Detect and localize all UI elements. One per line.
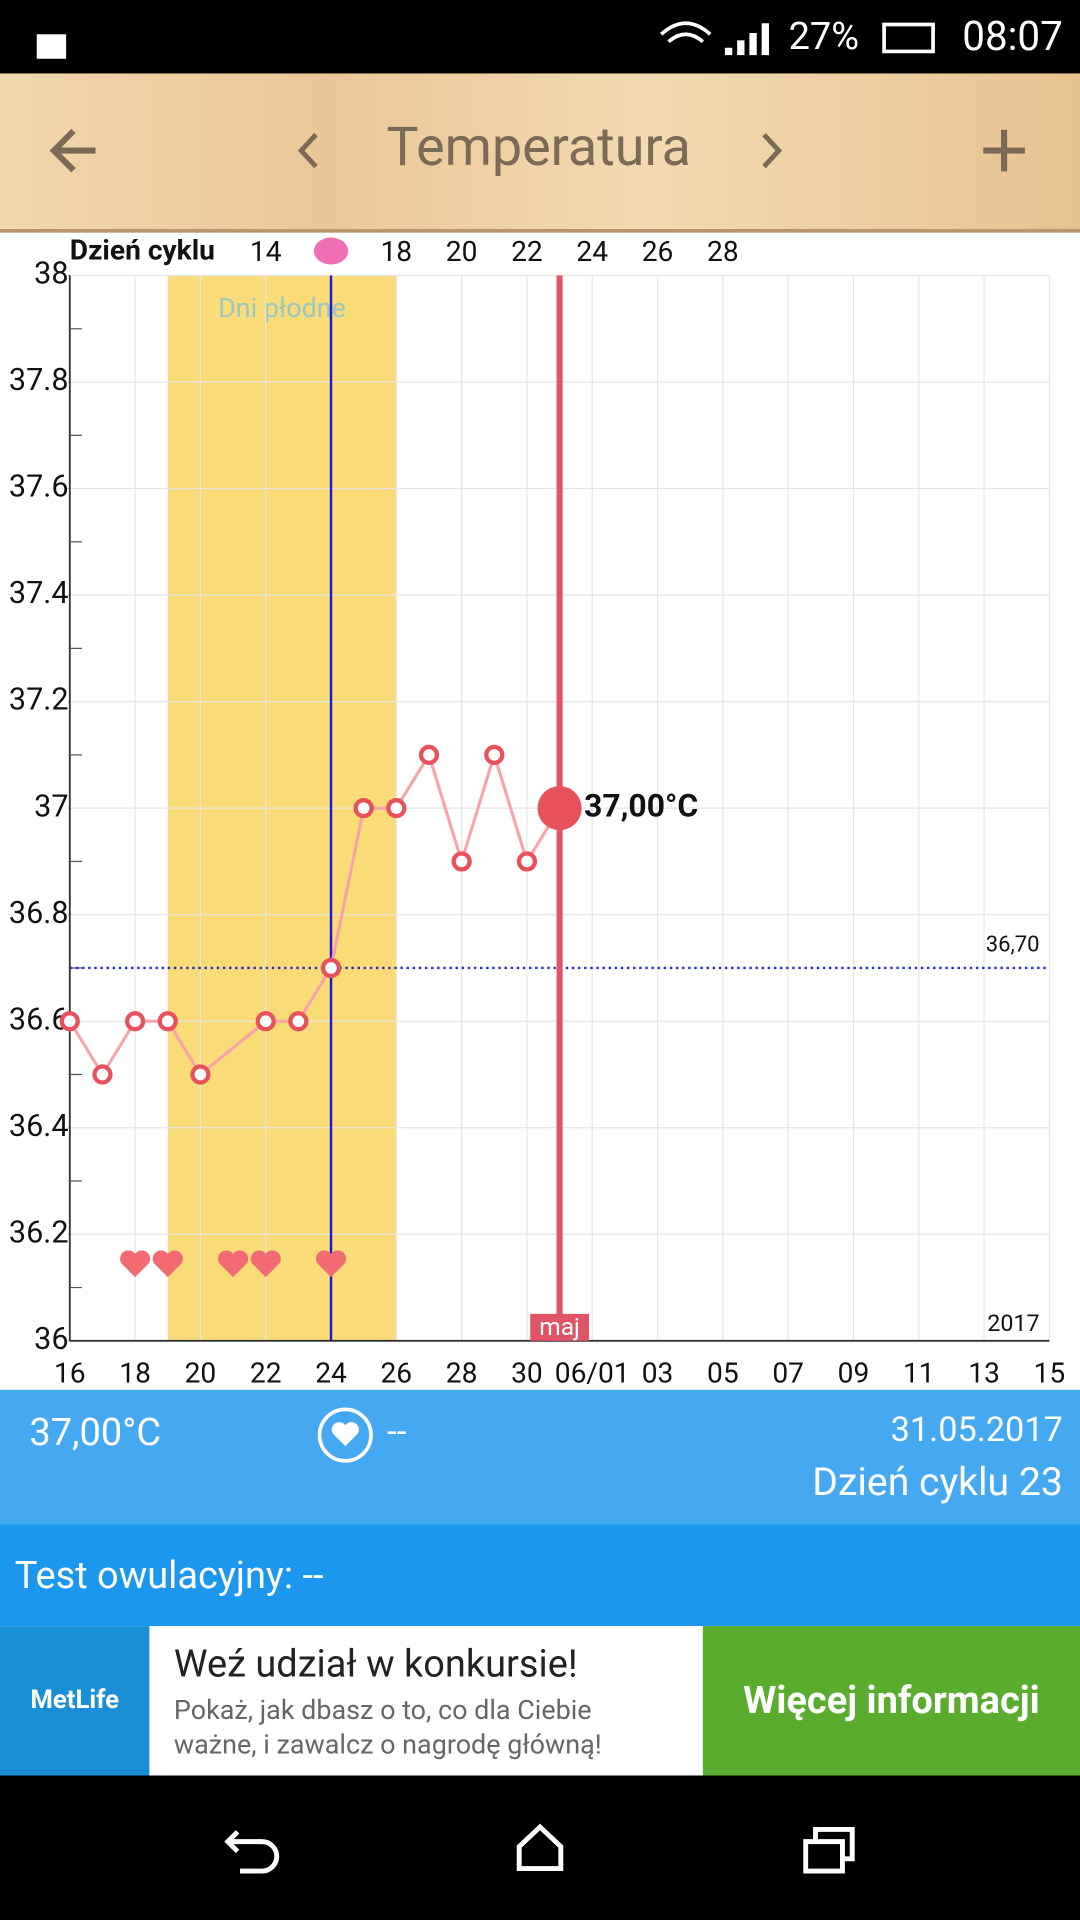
temperature-point <box>125 1011 146 1032</box>
x-tick-label: 06/01 <box>555 1357 630 1390</box>
signal-icon <box>724 23 769 56</box>
intercourse-heart <box>250 1250 281 1278</box>
screen-title: Temperatura <box>387 116 691 179</box>
cycle-tick-label: 20 <box>446 235 478 268</box>
intercourse-heart <box>152 1250 183 1278</box>
temperature-point <box>386 798 407 819</box>
temperature-chart: Dni płodne 36 36.2 36.4 36.6 36.8 37 37.2 37.4 37… <box>9 234 1066 1390</box>
temperature-point <box>288 1011 309 1032</box>
cycle-tick-label: 14 <box>250 235 282 268</box>
temperature-point <box>190 1064 211 1085</box>
y-tick-label: 38 <box>34 257 68 292</box>
intercourse-button[interactable] <box>315 1404 376 1465</box>
next-button[interactable] <box>762 133 783 169</box>
temperature-point <box>320 957 342 979</box>
clock: 08:07 <box>962 13 1063 60</box>
temperature-point <box>92 1064 113 1085</box>
year-label: 2017 <box>987 1309 1039 1337</box>
wifi-icon <box>659 21 712 44</box>
temperature-point <box>353 798 374 819</box>
cycle-tick-label: 22 <box>511 235 543 268</box>
y-tick-label: 37.6 <box>9 470 69 505</box>
temperature-point <box>484 744 505 766</box>
toolbar-icons: Temperatura <box>49 116 1025 179</box>
x-tick-label: 18 <box>119 1357 151 1390</box>
cycle-tick-label: 18 <box>380 235 412 268</box>
x-tick-label: 07 <box>772 1357 804 1390</box>
ad-body: Pokaż, jak dbasz o to, co dla Ciebie waż… <box>173 1695 602 1761</box>
temperature-point <box>418 744 440 766</box>
y-tick-label: 37.4 <box>9 576 69 611</box>
intercourse-value: -- <box>386 1411 407 1454</box>
cycle-day: Dzień cyklu 23 <box>812 1458 1063 1505</box>
intercourse-heart <box>120 1250 151 1278</box>
selected-date: 31.05.2017 <box>890 1409 1063 1450</box>
value-label: 37,00°C <box>584 787 698 825</box>
temperature-point <box>157 1011 178 1032</box>
coverline-label: 36,70 <box>986 933 1040 958</box>
app-icon <box>36 34 67 59</box>
x-tick-label: 03 <box>642 1357 674 1390</box>
temperature-point <box>59 1011 80 1032</box>
y-tick-label: 37.8 <box>9 363 69 398</box>
x-tick-label: 09 <box>838 1357 870 1390</box>
battery-icon <box>882 22 935 54</box>
x-tick-label: 30 <box>511 1357 543 1390</box>
x-tick-label: 13 <box>968 1357 1000 1390</box>
ad-button[interactable]: Więcej informacji <box>702 1626 1080 1776</box>
nav-recents[interactable] <box>803 1826 855 1874</box>
y-tick-label: 37.2 <box>9 683 69 718</box>
add-button[interactable] <box>983 129 1025 172</box>
back-button[interactable] <box>49 128 96 173</box>
fertile-window-label: Dni płodne <box>218 292 346 324</box>
status-bar: 27% 08:07 <box>0 0 1080 74</box>
nav-back[interactable] <box>224 1830 280 1874</box>
intercourse-heart <box>315 1250 347 1278</box>
cycle-tick-label: 28 <box>707 235 739 268</box>
x-tick-label: 05 <box>707 1357 739 1390</box>
status-icons: 27% 08:07 <box>36 13 1063 60</box>
x-tick-label: 16 <box>54 1357 86 1390</box>
nav-home[interactable] <box>516 1823 564 1872</box>
temperature-point <box>451 851 472 872</box>
cycle-tick-label: 26 <box>642 235 674 268</box>
y-tick-label: 36.6 <box>9 1002 69 1037</box>
x-tick-label: 22 <box>250 1357 282 1390</box>
ad-banner[interactable]: MetLife Weź udział w konkursie! Pokaż, j… <box>0 1626 1080 1776</box>
selected-point <box>537 786 582 831</box>
nav-icons <box>224 1823 855 1874</box>
battery-percent: 27% <box>789 15 859 59</box>
ad-brand: MetLife <box>0 1626 150 1776</box>
selected-temperature: 37,00°C <box>29 1409 162 1455</box>
y-tick-label: 36 <box>34 1322 68 1357</box>
today-tag <box>530 1313 589 1341</box>
y-tick-label: 36.2 <box>9 1215 69 1250</box>
top-axis-label: Dzień cyklu <box>70 234 215 267</box>
x-tick-label: 11 <box>903 1357 935 1390</box>
x-tick-label: 15 <box>1034 1357 1066 1390</box>
toolbar: Temperatura <box>0 73 1080 233</box>
x-tick-label: 28 <box>446 1357 478 1390</box>
x-tick-label: 20 <box>185 1357 217 1390</box>
x-tick-label: 26 <box>380 1357 412 1390</box>
y-tick-label: 36.8 <box>9 896 69 931</box>
info-bar: 37,00°C -- 31.05.2017 Dzień cyklu 23 <box>0 1389 1080 1525</box>
ovulation-test[interactable]: Test owulacyjny: -- <box>0 1524 1080 1627</box>
cycle-tick-label: 24 <box>576 235 608 268</box>
temperature-point <box>255 1011 276 1032</box>
temperature-point <box>516 851 538 872</box>
previous-button[interactable] <box>297 133 318 169</box>
y-tick-label: 36.4 <box>9 1109 69 1144</box>
ad-headline: Weź udział w konkursie! <box>173 1640 578 1687</box>
nav-bar <box>0 1775 1080 1920</box>
x-tick-label: 24 <box>315 1357 347 1390</box>
ovulation-marker <box>313 237 349 265</box>
intercourse-heart <box>217 1250 249 1278</box>
y-tick-label: 37 <box>34 789 68 824</box>
today-label: maj <box>539 1312 580 1341</box>
